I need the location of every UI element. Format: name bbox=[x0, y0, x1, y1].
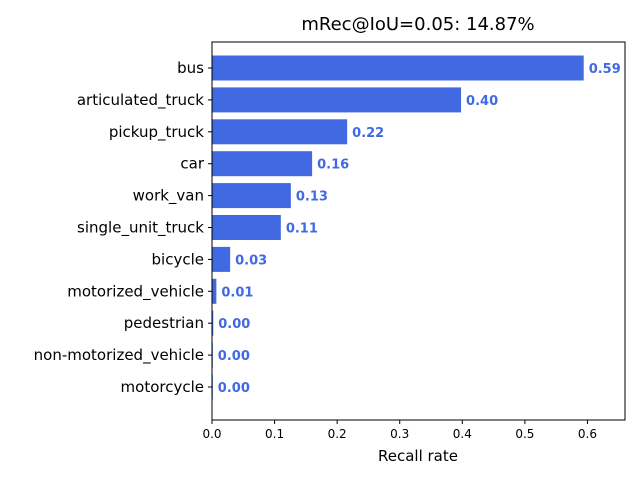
x-tick-label-0.6: 0.6 bbox=[578, 427, 597, 441]
bar-single_unit_truck bbox=[212, 215, 281, 240]
value-label-motorized_vehicle: 0.01 bbox=[221, 285, 253, 300]
x-tick-label-0.1: 0.1 bbox=[265, 427, 284, 441]
category-label-non-motorized_vehicle: non-motorized_vehicle bbox=[34, 346, 204, 365]
bar-articulated_truck bbox=[212, 87, 462, 113]
value-label-motorcycle: 0.00 bbox=[218, 381, 250, 396]
x-tick-label-0.3: 0.3 bbox=[390, 427, 409, 441]
bar-pedestrian bbox=[212, 310, 214, 336]
value-label-bus: 0.59 bbox=[589, 62, 621, 77]
x-tick-label-0.5: 0.5 bbox=[515, 427, 534, 441]
value-label-car: 0.16 bbox=[317, 158, 349, 173]
category-label-pedestrian: pedestrian bbox=[124, 314, 204, 332]
value-labels: 0.59 0.40 0.22 0.16 0.13 0.11 0.03 0.01 0.00 0.00… bbox=[218, 62, 621, 396]
bars-group bbox=[212, 55, 584, 400]
value-label-work_van: 0.13 bbox=[296, 190, 328, 205]
x-axis-ticks: 0.0 0.1 0.2 0.3 0.4 0.5 0.6 bbox=[202, 420, 597, 441]
category-label-motorized_vehicle: motorized_vehicle bbox=[67, 282, 204, 301]
bar-bicycle bbox=[212, 246, 231, 272]
category-label-pickup_truck: pickup_truck bbox=[109, 123, 204, 142]
x-tick-label-0.0: 0.0 bbox=[202, 427, 221, 441]
value-label-bicycle: 0.03 bbox=[235, 253, 267, 268]
value-label-single_unit_truck: 0.11 bbox=[286, 222, 318, 237]
bar-pickup_truck bbox=[212, 119, 348, 145]
category-label-single_unit_truck: single_unit_truck bbox=[77, 219, 204, 238]
chart-title: mRec@IoU=0.05: 14.87% bbox=[301, 14, 534, 35]
bar-work_van bbox=[212, 183, 291, 209]
x-axis-title: Recall rate bbox=[378, 447, 458, 465]
category-label-bicycle: bicycle bbox=[152, 250, 204, 268]
x-tick-label-0.2: 0.2 bbox=[328, 427, 347, 441]
value-label-pickup_truck: 0.22 bbox=[352, 126, 384, 141]
category-label-articulated_truck: articulated_truck bbox=[77, 91, 204, 110]
category-label-car: car bbox=[180, 155, 204, 173]
category-label-work_van: work_van bbox=[133, 187, 204, 206]
value-label-articulated_truck: 0.40 bbox=[466, 94, 498, 109]
bar-motorized_vehicle bbox=[212, 278, 217, 304]
category-label-motorcycle: motorcycle bbox=[121, 378, 204, 396]
plot-frame bbox=[211, 41, 626, 421]
value-label-pedestrian: 0.00 bbox=[218, 317, 250, 332]
bar-bus bbox=[212, 55, 584, 81]
x-tick-label-0.4: 0.4 bbox=[453, 427, 472, 441]
value-label-non-motorized_vehicle: 0.00 bbox=[218, 349, 250, 364]
bar-car bbox=[212, 151, 313, 177]
category-label-bus: bus bbox=[177, 59, 204, 77]
